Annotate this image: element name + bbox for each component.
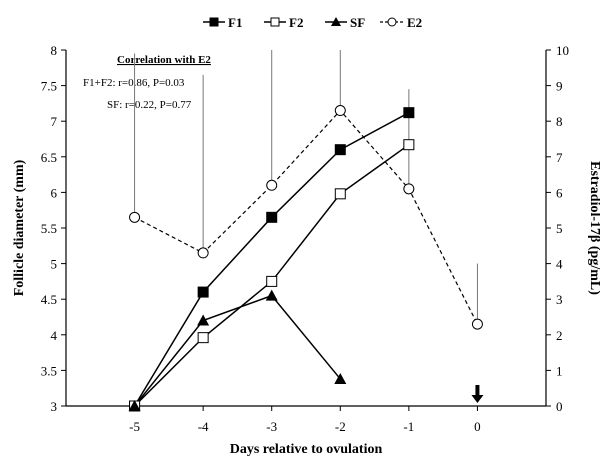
- legend-label-f1: F1: [228, 15, 242, 30]
- data-point-f1: [197, 286, 209, 298]
- data-point-sf: [197, 314, 210, 326]
- y-tick-label: 8: [51, 43, 58, 58]
- data-point-f2: [197, 332, 209, 344]
- series-markers: [128, 105, 483, 412]
- y-tick-label: 6: [51, 185, 58, 200]
- legend-label-e2: E2: [407, 15, 422, 30]
- data-point-f1: [266, 211, 278, 223]
- series-line-e2: [134, 109, 478, 325]
- data-point-f2: [266, 275, 278, 287]
- y-tick-label: 5.5: [41, 221, 57, 236]
- y-tick-label: 5: [51, 257, 58, 272]
- y2-tick-label: 7: [556, 150, 563, 165]
- x-tick-label: -5: [129, 419, 140, 434]
- y2-tick-label: 1: [556, 363, 563, 378]
- annotation-line-1: F1+F2: r=0.86, P=0.03: [83, 77, 185, 89]
- x-tick-label: -4: [198, 419, 209, 434]
- y-axis-title: Follicle diameter (mm): [12, 159, 27, 296]
- legend-item-f1: F1: [203, 15, 242, 30]
- ovulation-arrow-icon: [471, 385, 484, 403]
- y-tick-label: 7: [51, 114, 58, 129]
- y-tick-label: 3: [51, 399, 58, 414]
- x-axis-title: Days relative to ovulation: [230, 442, 383, 457]
- y2-axis-title: Estradiol-17β (pg/mL): [587, 161, 600, 295]
- legend-label-f2: F2: [289, 15, 303, 30]
- data-point-sf: [265, 289, 278, 301]
- legend-item-f2: F2: [264, 15, 303, 30]
- series-lines: [133, 109, 478, 407]
- x-tick-label: -1: [403, 419, 414, 434]
- x-tick-label: -3: [266, 419, 277, 434]
- y2-tick-label: 10: [556, 43, 569, 58]
- data-point-e2: [403, 183, 415, 195]
- data-point-f1: [403, 107, 415, 119]
- y2-tick-label: 8: [556, 114, 563, 129]
- x-axis: -5 -4 -3 -2 -1 0: [129, 406, 481, 434]
- annotation-title: Correlation with E2: [117, 54, 211, 66]
- legend-item-e2: E2: [380, 15, 422, 30]
- y-tick-label: 3.5: [41, 363, 57, 378]
- data-point-e2: [129, 211, 141, 223]
- y-tick-label: 4.5: [41, 292, 57, 307]
- data-point-sf: [128, 400, 141, 411]
- data-point-e2: [197, 247, 209, 259]
- y2-tick-label: 3: [556, 292, 563, 307]
- x-tick-label: -2: [335, 419, 346, 434]
- y2-tick-label: 0: [556, 399, 563, 414]
- data-point-f1: [334, 144, 346, 156]
- annotation-line-2: SF: r=0.22, P=0.77: [107, 99, 192, 111]
- series-line-sf: [133, 294, 341, 407]
- arrow-shaft: [475, 385, 480, 396]
- y-axis-right: 0 1 2 3 4 5 6 7 8 9 10: [546, 43, 569, 414]
- data-point-e2: [471, 318, 483, 330]
- legend-label-sf: SF: [350, 15, 365, 30]
- legend: F1 F2 SF E2: [203, 15, 422, 30]
- data-point-f2: [403, 139, 415, 151]
- arrow-head: [471, 395, 484, 403]
- y-tick-label: 6.5: [41, 150, 57, 165]
- data-point-e2: [334, 105, 346, 117]
- y2-tick-label: 2: [556, 328, 563, 343]
- data-point-e2: [266, 179, 278, 191]
- y2-tick-label: 6: [556, 185, 563, 200]
- x-tick-label: 0: [474, 419, 481, 434]
- data-point-f2: [334, 188, 346, 200]
- y-tick-label: 4: [51, 328, 58, 343]
- y2-tick-label: 4: [556, 257, 563, 272]
- legend-item-sf: SF: [325, 15, 365, 30]
- error-bars: [134, 50, 478, 325]
- data-point-sf: [334, 372, 347, 384]
- y2-tick-label: 9: [556, 79, 563, 94]
- y-axis-left: 3 3.5 4 4.5 5 5.5 6 6.5 7 7.5 8: [41, 43, 66, 414]
- y2-tick-label: 5: [556, 221, 563, 236]
- y-tick-label: 7.5: [41, 79, 57, 94]
